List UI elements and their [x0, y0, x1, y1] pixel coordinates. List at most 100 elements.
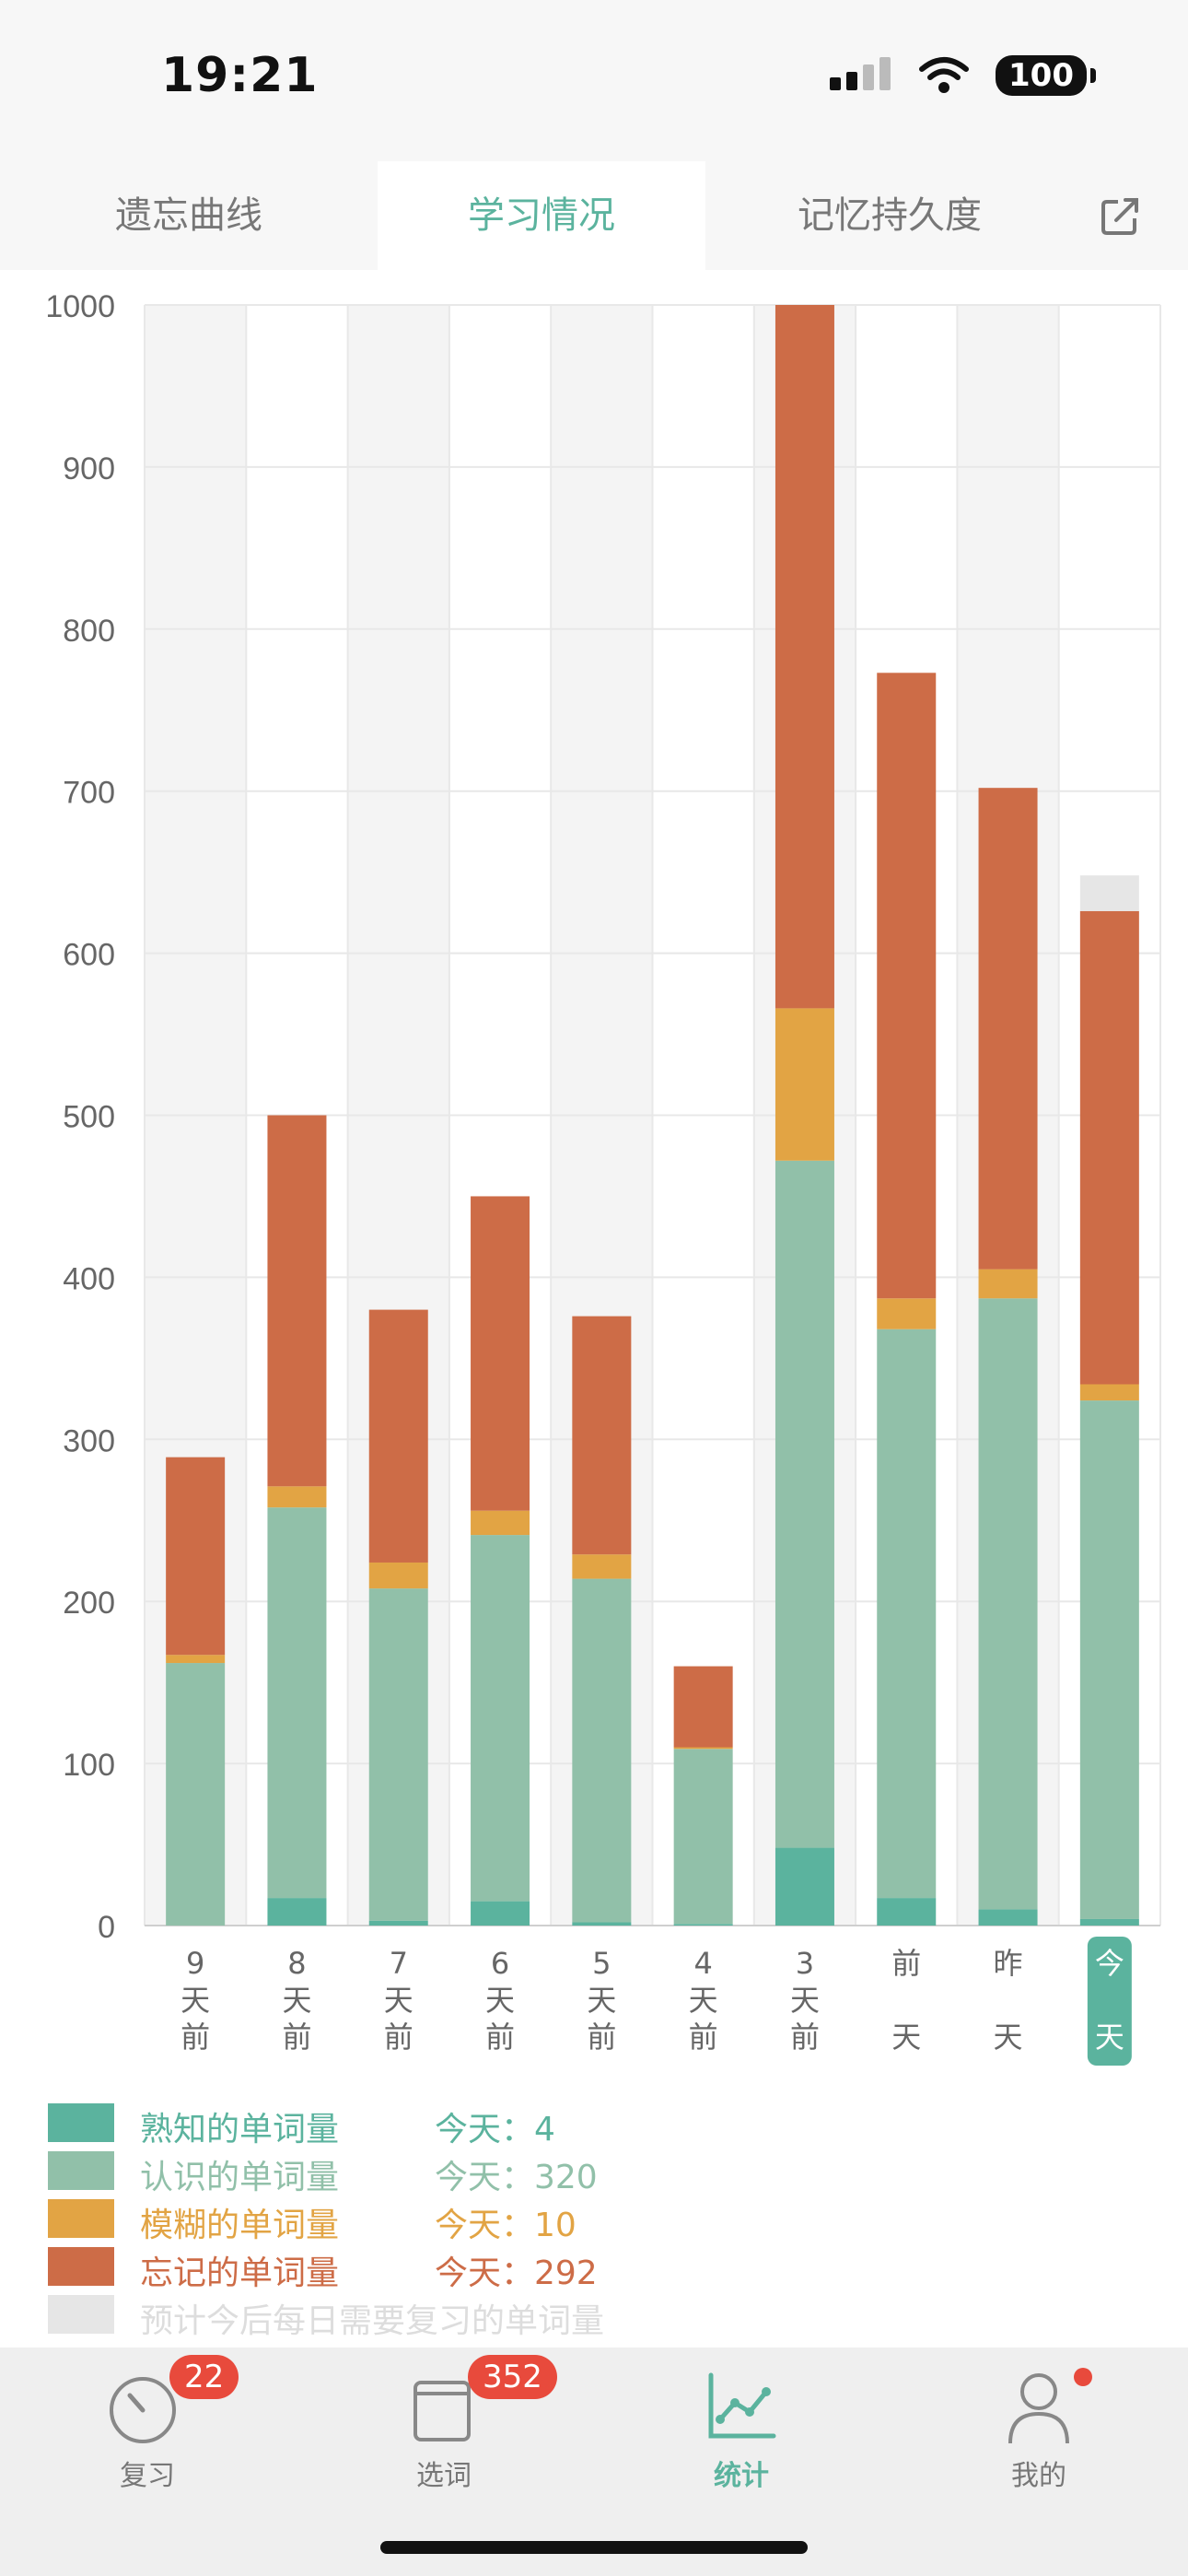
y-tick-label: 700	[63, 776, 115, 811]
legend-swatch	[48, 2295, 114, 2334]
bar-segment[interactable]	[572, 1316, 632, 1555]
legend-swatch	[48, 2103, 114, 2142]
bar-segment[interactable]	[267, 1115, 327, 1487]
y-tick-label: 600	[63, 938, 115, 973]
nav-statistics[interactable]: 统计	[649, 2364, 833, 2493]
bar-segment[interactable]	[775, 305, 834, 1009]
x-tick-label: 前	[384, 2020, 413, 2055]
bar-segment[interactable]	[978, 788, 1038, 1270]
tab-study-status[interactable]: 学习情况	[378, 161, 705, 270]
bar-segment[interactable]	[471, 1510, 530, 1536]
x-tick-label: 今	[1095, 1946, 1124, 1981]
bar-segment[interactable]	[877, 1898, 937, 1926]
bar-segment[interactable]	[775, 1847, 834, 1926]
x-tick-label: 天	[689, 1983, 718, 2018]
status-icons: 100	[828, 55, 1096, 96]
legend-label: 熟知的单词量	[140, 2111, 340, 2149]
bar-segment[interactable]	[877, 673, 937, 1299]
legend-today-value: 今天：292	[435, 2254, 598, 2292]
signal-icon	[830, 57, 891, 90]
legend-label: 认识的单词量	[140, 2159, 340, 2196]
x-tick-label: 7	[390, 1946, 408, 1981]
bar-segment[interactable]	[673, 1747, 733, 1750]
bar-segment[interactable]	[978, 1298, 1038, 1910]
legend-label: 预计今后每日需要复习的单词量	[140, 2302, 605, 2340]
bar-segment[interactable]	[1079, 875, 1139, 911]
today-highlight	[1087, 1937, 1132, 2066]
home-indicator	[380, 2541, 808, 2554]
x-tick-label: 前	[689, 2020, 718, 2055]
bar-segment[interactable]	[471, 1196, 530, 1511]
x-tick-label: 天	[1095, 2020, 1124, 2055]
tab-memory-durability[interactable]: 记忆持久度	[798, 194, 982, 237]
bar-segment[interactable]	[978, 1269, 1038, 1299]
bar-segment[interactable]	[267, 1507, 327, 1899]
bar-segment[interactable]	[471, 1901, 530, 1926]
profile-notification-dot	[1074, 2368, 1092, 2386]
y-tick-label: 400	[63, 1261, 115, 1296]
nav-review-label: 复习	[120, 2460, 175, 2492]
bar-segment[interactable]	[978, 1909, 1038, 1926]
bar-segment[interactable]	[877, 1298, 937, 1329]
bar-segment[interactable]	[572, 1922, 632, 1926]
bar-segment[interactable]	[267, 1486, 327, 1508]
bar-segment[interactable]	[166, 1663, 226, 1926]
bar-segment[interactable]	[471, 1535, 530, 1902]
x-tick-label: 昨	[994, 1946, 1023, 1981]
x-tick-label: 天	[384, 1983, 413, 2018]
x-tick-label: 天	[181, 1983, 210, 2018]
x-tick-label: 天	[891, 2020, 921, 2055]
nav-profile[interactable]: 我的	[947, 2364, 1131, 2493]
line-chart-icon	[708, 2372, 776, 2439]
legend-today-value: 今天：320	[435, 2159, 598, 2196]
bar-segment[interactable]	[673, 1666, 733, 1748]
x-tick-label: 天	[282, 1983, 311, 2018]
x-tick-label: 前	[891, 1946, 921, 1981]
x-tick-label: 5	[592, 1946, 611, 1981]
x-tick-label: 9	[186, 1946, 204, 1981]
bar-segment[interactable]	[368, 1588, 428, 1921]
y-tick-label: 200	[63, 1586, 115, 1621]
legend-today-value: 今天：10	[435, 2207, 577, 2244]
nav-review[interactable]: 复习	[55, 2364, 239, 2493]
y-tick-label: 900	[63, 451, 115, 486]
y-tick-label: 100	[63, 1748, 115, 1783]
bar-segment[interactable]	[1079, 910, 1139, 1385]
bar-segment[interactable]	[877, 1329, 937, 1899]
bar-segment[interactable]	[1079, 1384, 1139, 1401]
bar-segment[interactable]	[572, 1554, 632, 1579]
bar-segment[interactable]	[1079, 1400, 1139, 1919]
x-tick-label: 6	[491, 1946, 509, 1981]
bar-segment[interactable]	[166, 1655, 226, 1664]
x-tick-label: 前	[181, 2020, 210, 2055]
x-tick-label: 天	[994, 2020, 1023, 2055]
x-tick-label: 前	[587, 2020, 616, 2055]
bar-segment[interactable]	[673, 1924, 733, 1926]
legend-today-value: 今天：4	[435, 2111, 555, 2149]
tab-forgetting-curve[interactable]: 遗忘曲线	[115, 194, 262, 237]
nav-select-words[interactable]: 选词	[352, 2364, 536, 2493]
status-time: 19:21	[161, 48, 319, 103]
battery-indicator: 100	[996, 55, 1096, 96]
x-tick-label: 8	[287, 1946, 306, 1981]
status-bar: 19:21 100	[0, 0, 1188, 157]
legend-label: 模糊的单词量	[140, 2207, 340, 2244]
bar-segment[interactable]	[267, 1898, 327, 1926]
share-icon[interactable]	[1100, 194, 1142, 237]
bar-segment[interactable]	[775, 1160, 834, 1848]
gauge-icon	[110, 2377, 176, 2443]
x-tick-label: 前	[282, 2020, 311, 2055]
bar-segment[interactable]	[368, 1920, 428, 1926]
bar-segment[interactable]	[673, 1749, 733, 1925]
bar-segment[interactable]	[166, 1457, 226, 1656]
bar-segment[interactable]	[775, 1008, 834, 1161]
bar-segment[interactable]	[572, 1578, 632, 1923]
bar-segment[interactable]	[368, 1309, 428, 1563]
bar-segment[interactable]	[1079, 1918, 1139, 1926]
y-tick-label: 1000	[45, 289, 115, 324]
bar-segment[interactable]	[368, 1562, 428, 1589]
legend-swatch	[48, 2199, 114, 2238]
y-tick-label: 0	[98, 1910, 115, 1945]
book-icon	[413, 2381, 471, 2441]
